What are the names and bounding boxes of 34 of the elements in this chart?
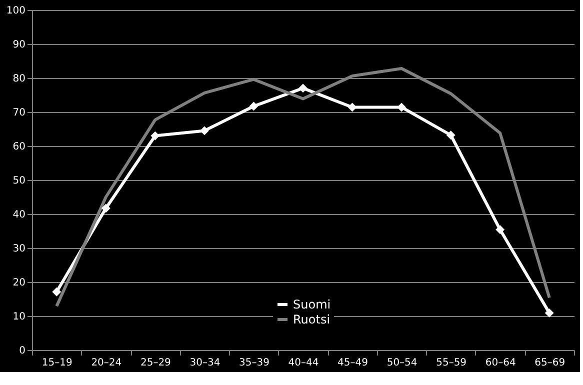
x-tick-label: 15–19: [42, 358, 72, 368]
point: [150, 131, 160, 140]
x-tick-label: 50–54: [386, 358, 418, 368]
x-tick-label: 40–44: [288, 358, 319, 368]
point: [446, 130, 456, 140]
x-tick-label: 20–24: [91, 358, 122, 368]
y-tick-label: 70: [12, 108, 26, 118]
x-tick-label: 60–64: [485, 358, 516, 368]
x-tick-label: 65–69: [534, 358, 566, 368]
x-tick-label: 25–29: [140, 358, 171, 368]
legend-label: Suomi: [293, 298, 331, 312]
point: [249, 102, 258, 111]
y-tick-label: 10: [12, 312, 26, 322]
point: [52, 287, 62, 296]
y-tick-label: 40: [12, 210, 26, 220]
point: [496, 225, 505, 234]
y-tick-label: 90: [12, 40, 26, 50]
point: [544, 308, 554, 318]
point: [200, 126, 209, 136]
x-tick-label: 45–49: [338, 358, 368, 368]
x-tick-label: 35–39: [239, 358, 270, 368]
point: [298, 84, 308, 93]
x-tick-label: 30–34: [190, 358, 220, 368]
y-tick-label: 30: [12, 244, 26, 254]
x-tick-label: 55–59: [436, 358, 467, 368]
legend-label: Ruotsi: [293, 312, 330, 326]
point: [101, 204, 110, 213]
y-tick-label: 80: [12, 74, 26, 84]
y-tick-label: 100: [6, 6, 26, 16]
y-tick-label: 20: [12, 278, 26, 288]
y-tick-label: 60: [12, 142, 26, 152]
point: [397, 102, 406, 112]
y-tick-label: 50: [12, 176, 26, 186]
y-tick-label: 0: [19, 346, 26, 356]
